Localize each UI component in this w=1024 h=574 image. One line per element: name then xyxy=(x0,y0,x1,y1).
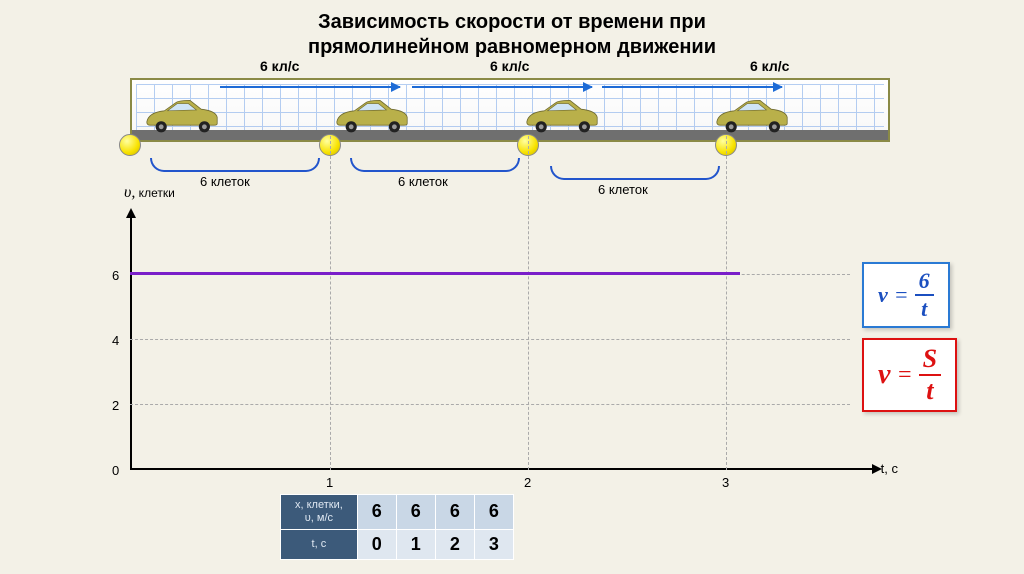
interval-label: 6 клеток xyxy=(398,174,448,189)
car-icon xyxy=(332,98,412,134)
x-tick-label: 3 xyxy=(722,475,729,490)
motion-arrow xyxy=(220,86,400,88)
gridline-h xyxy=(130,404,850,405)
title-line-1: Зависимость скорости от времени при xyxy=(0,10,1024,35)
formula-v-6-t: v = 6t xyxy=(862,262,950,328)
car-strip xyxy=(130,78,890,142)
gridline-v xyxy=(726,136,727,470)
y-tick-label: 2 xyxy=(112,398,119,413)
table-cell: 6 xyxy=(474,494,513,529)
y-axis xyxy=(130,210,132,470)
interval-label: 6 клеток xyxy=(200,174,250,189)
table-cell: 1 xyxy=(396,530,435,560)
table-cell: 0 xyxy=(357,530,396,560)
x-tick-label: 1 xyxy=(326,475,333,490)
table-header-x: x, клетки, υ, м/с xyxy=(281,494,358,529)
table-cell: 6 xyxy=(435,494,474,529)
page-title: Зависимость скорости от времени при прям… xyxy=(0,0,1024,66)
motion-arrow xyxy=(602,86,782,88)
data-table: x, клетки, υ, м/с 6 6 6 6 t, с 0 1 2 3 xyxy=(280,494,514,560)
table-cell: 3 xyxy=(474,530,513,560)
speed-label: 6 кл/с xyxy=(490,58,529,74)
gridline-v xyxy=(330,136,331,470)
speed-label: 6 кл/с xyxy=(750,58,789,74)
table-cell: 6 xyxy=(396,494,435,529)
interval-label: 6 клеток xyxy=(598,182,648,197)
x-axis-title: t, с xyxy=(881,461,898,476)
velocity-chart: υ, клетки t, с 0246 123 xyxy=(130,210,850,470)
car-icon xyxy=(712,98,792,134)
time-marker xyxy=(119,134,141,156)
interval-bracket xyxy=(550,166,720,180)
y-tick-label: 0 xyxy=(112,463,119,478)
velocity-line xyxy=(130,272,740,275)
x-tick-label: 2 xyxy=(524,475,531,490)
gridline-v xyxy=(528,136,529,470)
table-cell: 6 xyxy=(357,494,396,529)
y-tick-label: 4 xyxy=(112,333,119,348)
title-line-2: прямолинейном равномерном движении xyxy=(0,35,1024,60)
y-tick-label: 6 xyxy=(112,268,119,283)
car-icon xyxy=(142,98,222,134)
car-icon xyxy=(522,98,602,134)
formula-v-s-t: v = St xyxy=(862,338,957,412)
table-header-t: t, с xyxy=(281,530,358,560)
table-cell: 2 xyxy=(435,530,474,560)
speed-label: 6 кл/с xyxy=(260,58,299,74)
y-axis-title: υ, клетки xyxy=(124,184,175,202)
gridline-h xyxy=(130,339,850,340)
motion-arrow xyxy=(412,86,592,88)
interval-bracket xyxy=(150,158,320,172)
interval-bracket xyxy=(350,158,520,172)
x-axis xyxy=(130,468,880,470)
